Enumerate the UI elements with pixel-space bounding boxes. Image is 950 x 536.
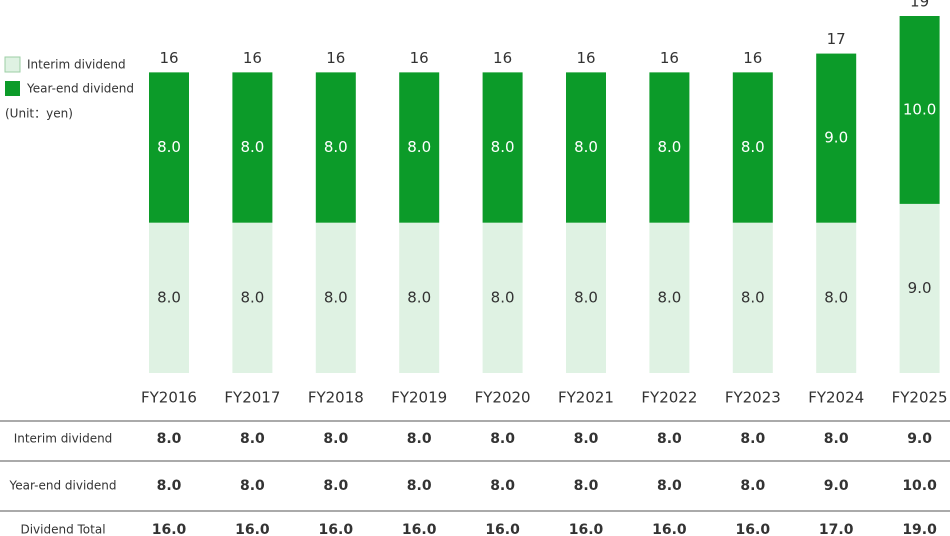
value-label: 8.0 (240, 138, 264, 156)
value-label: 8.0 (407, 288, 431, 306)
legend-label: Interim dividend (27, 58, 126, 72)
x-tick-label: FY2017 (224, 389, 280, 407)
bar-segment (816, 53, 857, 223)
table-cell: 16.0 (152, 522, 187, 536)
table-cell: 8.0 (490, 478, 515, 494)
value-label: 8.0 (157, 138, 181, 156)
bar-segment (899, 16, 940, 204)
value-label: 10.0 (903, 100, 936, 118)
x-tick-label: FY2018 (308, 389, 364, 407)
value-label: 8.0 (324, 138, 348, 156)
table-cell: 16.0 (485, 522, 520, 536)
table-cell: 8.0 (240, 431, 265, 447)
x-tick-label: FY2022 (641, 389, 697, 407)
table-cell: 10.0 (902, 478, 937, 494)
bar-segment (149, 222, 189, 373)
total-label: 16 (743, 49, 762, 67)
x-tick-label: FY2023 (725, 389, 781, 407)
total-label: 17 (827, 30, 846, 48)
value-label: 9.0 (824, 129, 848, 147)
x-tick-label: FY2020 (475, 389, 531, 407)
table-cell: 16.0 (319, 522, 354, 536)
table-cell: 8.0 (657, 431, 682, 447)
bar-segment (399, 222, 440, 373)
bar-segment (816, 222, 857, 373)
value-label: 8.0 (240, 288, 264, 306)
value-label: 8.0 (741, 138, 765, 156)
table-cell: 8.0 (740, 431, 765, 447)
table-cell: 9.0 (824, 478, 849, 494)
table-cell: 8.0 (407, 431, 432, 447)
bar-segment (649, 222, 690, 373)
bar-segment (482, 222, 523, 373)
table-cell: 8.0 (407, 478, 432, 494)
total-label: 16 (660, 49, 679, 67)
value-label: 8.0 (741, 288, 765, 306)
table-cell: 8.0 (157, 478, 182, 494)
value-label: 8.0 (324, 288, 348, 306)
bar-segment (399, 72, 440, 223)
table-cell: 17.0 (819, 522, 854, 536)
value-label: 8.0 (407, 138, 431, 156)
table-cell: 8.0 (740, 478, 765, 494)
unit-note: (Unit：yen) (5, 107, 73, 121)
table-cell: 19.0 (902, 522, 937, 536)
total-label: 16 (159, 49, 178, 67)
x-tick-label: FY2016 (141, 389, 197, 407)
bar-segment (232, 222, 273, 373)
legend-label: Year-end dividend (26, 82, 134, 96)
value-label: 8.0 (491, 138, 515, 156)
value-label: 8.0 (657, 138, 681, 156)
value-label: 9.0 (908, 279, 932, 297)
table-cell: 8.0 (323, 478, 348, 494)
table-cell: 16.0 (402, 522, 437, 536)
table-cell: 8.0 (240, 478, 265, 494)
row-label: Year-end dividend (9, 479, 117, 493)
table-cell: 8.0 (824, 431, 849, 447)
table-cell: 16.0 (235, 522, 270, 536)
row-label: Dividend Total (20, 523, 105, 536)
table-cell: 16.0 (736, 522, 771, 536)
x-tick-label: FY2019 (391, 389, 447, 407)
bar-segment (732, 72, 773, 223)
bar-segment (566, 72, 606, 223)
bar-segment (315, 72, 356, 223)
bar-segment (899, 203, 940, 373)
table-cell: 8.0 (323, 431, 348, 447)
x-tick-label: FY2024 (808, 389, 864, 407)
value-label: 8.0 (491, 288, 515, 306)
table-cell: 8.0 (157, 431, 182, 447)
table-cell: 8.0 (657, 478, 682, 494)
value-label: 8.0 (574, 288, 598, 306)
total-label: 19 (910, 0, 929, 11)
bar-segment (232, 72, 273, 223)
bar-segment (482, 72, 523, 223)
bar-segment (649, 72, 690, 223)
table-cell: 9.0 (907, 431, 932, 447)
value-label: 8.0 (824, 288, 848, 306)
total-label: 16 (493, 49, 512, 67)
table-cell: 16.0 (569, 522, 604, 536)
table-cell: 8.0 (574, 478, 599, 494)
value-label: 8.0 (574, 138, 598, 156)
x-tick-label: FY2021 (558, 389, 614, 407)
value-label: 8.0 (657, 288, 681, 306)
total-label: 16 (326, 49, 345, 67)
bar-segment (149, 72, 189, 223)
legend-swatch (4, 56, 21, 73)
bar-segment (566, 222, 606, 373)
row-label: Interim dividend (14, 432, 113, 446)
x-tick-label: FY2025 (892, 389, 948, 407)
bar-segment (732, 222, 773, 373)
total-label: 16 (243, 49, 262, 67)
value-label: 8.0 (157, 288, 181, 306)
bar-segment (315, 222, 356, 373)
legend-swatch (5, 81, 20, 96)
table-cell: 16.0 (652, 522, 687, 536)
table-cell: 8.0 (490, 431, 515, 447)
total-label: 16 (410, 49, 429, 67)
table-cell: 8.0 (574, 431, 599, 447)
total-label: 16 (576, 49, 595, 67)
